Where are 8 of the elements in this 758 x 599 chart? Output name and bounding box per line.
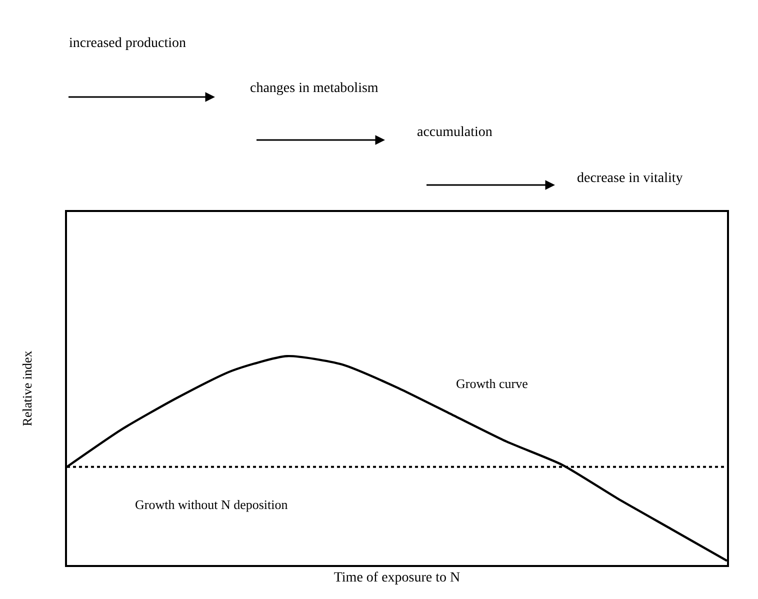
y-axis-title: Relative index [20,350,35,426]
text: increased production [69,36,186,51]
ref-line-label: Growth without N deposition [135,497,288,512]
text: accumulation [417,125,492,140]
text: decrease in vitality [577,171,683,186]
x-axis-title: Time of exposure to N [334,570,460,586]
series-label: Growth curve [456,376,528,391]
text: changes in metabolism [250,81,378,96]
